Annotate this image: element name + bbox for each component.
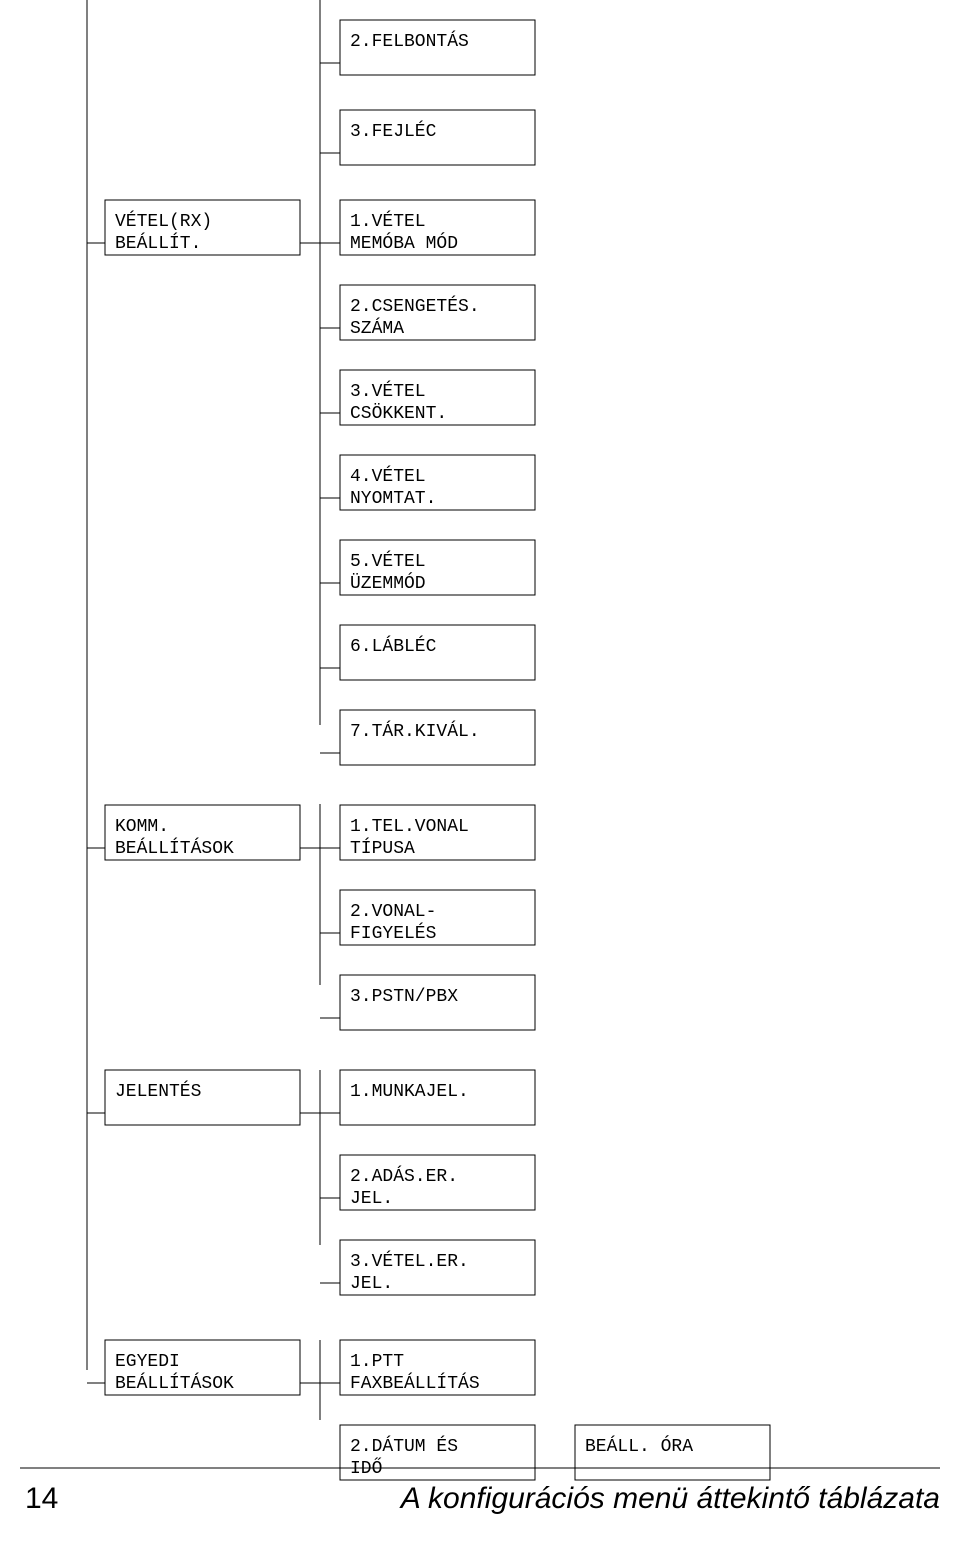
n_vonalfigy-label-1: FIGYELÉS <box>350 922 436 944</box>
n_vetelmem-label-1: MEMÓBA MÓD <box>350 232 458 254</box>
n_datum: 2.DÁTUM ÉSIDŐ <box>340 1425 535 1480</box>
n_jelentes: JELENTÉS <box>105 1070 300 1125</box>
menu-tree-diagram: 2.FELBONTÁS 3.FEJLÉC VÉTEL(RX)BEÁLLÍT. 1.VÉ… <box>0 0 960 1541</box>
n_vetelrx: VÉTEL(RX)BEÁLLÍT. <box>105 200 300 255</box>
n_vetelmem: 1.VÉTELMEMÓBA MÓD <box>340 200 535 255</box>
n_vetelrx-label-1: BEÁLLÍT. <box>115 232 201 254</box>
footer-title: A konfigurációs menü áttekintő táblázata <box>399 1482 940 1515</box>
n_vetelcsok-label-1: CSÖKKENT. <box>350 403 447 424</box>
n_vetelcsok: 3.VÉTELCSÖKKENT. <box>340 370 535 425</box>
n_egyedi: EGYEDIBEÁLLÍTÁSOK <box>105 1340 300 1395</box>
n_telvonal-label-1: TÍPUSA <box>350 837 415 859</box>
n_adaser-label-0: 2.ADÁS.ER. <box>350 1165 458 1187</box>
n_komm-label-1: BEÁLLÍTÁSOK <box>115 837 234 859</box>
n_fejlec-label-0: 3.FEJLÉC <box>350 120 437 142</box>
n_munkajel-label-0: 1.MUNKAJEL. <box>350 1082 469 1102</box>
n_vetelnyom: 4.VÉTELNYOMTAT. <box>340 455 535 510</box>
page-number: 14 <box>25 1482 58 1515</box>
n_csengetes-label-0: 2.CSENGETÉS. <box>350 295 480 317</box>
n_datum-label-0: 2.DÁTUM ÉS <box>350 1435 458 1457</box>
n_veteluzem-label-1: ÜZEMMÓD <box>350 572 426 594</box>
n_fejlec: 3.FEJLÉC <box>340 110 535 165</box>
n_veteluzem-label-0: 5.VÉTEL <box>350 550 426 572</box>
n_ptt: 1.PTTFAXBEÁLLÍTÁS <box>340 1340 535 1395</box>
n_ptt-label-0: 1.PTT <box>350 1352 404 1372</box>
n_lablec: 6.LÁBLÉC <box>340 625 535 680</box>
n_beallora-label-0: BEÁLL. ÓRA <box>585 1435 693 1457</box>
n_veteler-label-1: JEL. <box>350 1274 393 1294</box>
n_felbontas: 2.FELBONTÁS <box>340 20 535 75</box>
n_telvonal-label-0: 1.TEL.VONAL <box>350 817 469 837</box>
n_vetelnyom-label-1: NYOMTAT. <box>350 489 436 509</box>
n_pstn-label-0: 3.PSTN/PBX <box>350 987 458 1007</box>
n_adaser: 2.ADÁS.ER.JEL. <box>340 1155 535 1210</box>
n_lablec-label-0: 6.LÁBLÉC <box>350 635 437 657</box>
n_adaser-label-1: JEL. <box>350 1189 393 1209</box>
n_vetelmem-label-0: 1.VÉTEL <box>350 210 426 232</box>
n_beallora: BEÁLL. ÓRA <box>575 1425 770 1480</box>
n_komm-label-0: KOMM. <box>115 817 169 837</box>
n_jelentes-label-0: JELENTÉS <box>115 1080 201 1102</box>
n_felbontas-label-0: 2.FELBONTÁS <box>350 30 469 52</box>
n_egyedi-label-1: BEÁLLÍTÁSOK <box>115 1372 234 1394</box>
n_egyedi-label-0: EGYEDI <box>115 1352 180 1372</box>
n_veteler-label-0: 3.VÉTEL.ER. <box>350 1250 469 1272</box>
n_vetelcsok-label-0: 3.VÉTEL <box>350 380 426 402</box>
n_tarkival-label-0: 7.TÁR.KIVÁL. <box>350 720 480 742</box>
n_veteler: 3.VÉTEL.ER.JEL. <box>340 1240 535 1295</box>
n_vetelnyom-label-0: 4.VÉTEL <box>350 465 426 487</box>
n_vonalfigy: 2.VONAL-FIGYELÉS <box>340 890 535 945</box>
n_csengetes-label-1: SZÁMA <box>350 317 404 339</box>
n_tarkival: 7.TÁR.KIVÁL. <box>340 710 535 765</box>
n_pstn: 3.PSTN/PBX <box>340 975 535 1030</box>
n_vetelrx-label-0: VÉTEL(RX) <box>115 210 212 232</box>
n_ptt-label-1: FAXBEÁLLÍTÁS <box>350 1372 480 1394</box>
n_vonalfigy-label-0: 2.VONAL- <box>350 902 436 922</box>
n_munkajel: 1.MUNKAJEL. <box>340 1070 535 1125</box>
n_veteluzem: 5.VÉTELÜZEMMÓD <box>340 540 535 595</box>
n_telvonal: 1.TEL.VONALTÍPUSA <box>340 805 535 860</box>
n_csengetes: 2.CSENGETÉS.SZÁMA <box>340 285 535 340</box>
n_komm: KOMM.BEÁLLÍTÁSOK <box>105 805 300 860</box>
